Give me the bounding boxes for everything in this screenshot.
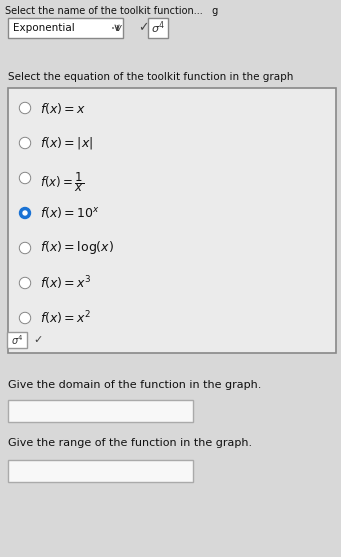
Circle shape: [19, 208, 30, 218]
FancyBboxPatch shape: [8, 400, 193, 422]
Text: $f(x) = x^3$: $f(x) = x^3$: [40, 274, 92, 292]
FancyBboxPatch shape: [148, 18, 168, 38]
Text: ∨: ∨: [113, 23, 121, 33]
Text: $f(x) = \log(x)$: $f(x) = \log(x)$: [40, 240, 114, 257]
Circle shape: [20, 314, 30, 323]
Text: v: v: [115, 23, 121, 33]
Text: ✓: ✓: [138, 22, 148, 35]
Text: Select the name of the toolkit function...   g: Select the name of the toolkit function.…: [5, 6, 218, 16]
FancyBboxPatch shape: [8, 460, 193, 482]
Circle shape: [19, 102, 30, 114]
Text: Select the equation of the toolkit function in the graph: Select the equation of the toolkit funct…: [8, 72, 293, 82]
Circle shape: [20, 278, 30, 287]
Text: ✓: ✓: [33, 335, 42, 345]
Text: $f(x) = x^2$: $f(x) = x^2$: [40, 309, 91, 327]
Circle shape: [19, 277, 30, 289]
FancyBboxPatch shape: [8, 88, 336, 353]
Circle shape: [20, 208, 30, 217]
Circle shape: [19, 312, 30, 324]
Circle shape: [19, 242, 30, 253]
Text: $f(x) = \dfrac{1}{x}$: $f(x) = \dfrac{1}{x}$: [40, 170, 84, 194]
Text: Exponential: Exponential: [13, 23, 75, 33]
Text: Give the range of the function in the graph.: Give the range of the function in the gr…: [8, 438, 252, 448]
Circle shape: [19, 173, 30, 183]
Text: $f(x) = 10^x$: $f(x) = 10^x$: [40, 206, 100, 221]
Circle shape: [19, 138, 30, 149]
Text: $f(x) = x$: $f(x) = x$: [40, 100, 86, 115]
FancyBboxPatch shape: [8, 18, 123, 38]
Circle shape: [23, 211, 27, 215]
Text: Give the domain of the function in the graph.: Give the domain of the function in the g…: [8, 380, 261, 390]
FancyBboxPatch shape: [7, 332, 27, 348]
Circle shape: [20, 104, 30, 113]
Circle shape: [20, 243, 30, 252]
Text: $\sigma^4$: $\sigma^4$: [151, 19, 165, 36]
Circle shape: [20, 139, 30, 148]
Text: $f(x) = |x|$: $f(x) = |x|$: [40, 135, 93, 151]
Circle shape: [20, 173, 30, 183]
Text: $\sigma^4$: $\sigma^4$: [11, 333, 23, 347]
